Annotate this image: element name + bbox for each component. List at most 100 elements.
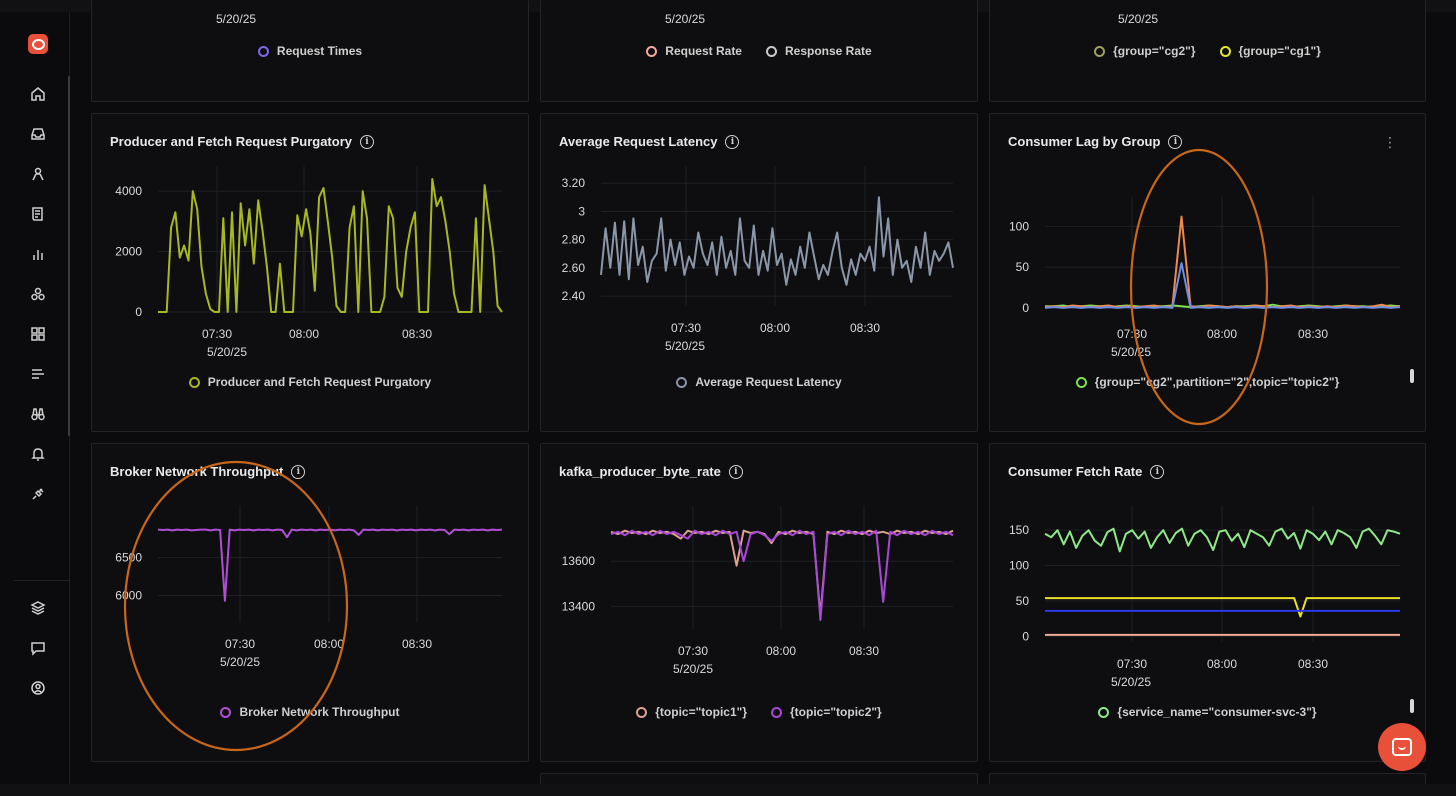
y-tick-label: 2.80 xyxy=(562,233,586,247)
legend-dot-icon xyxy=(220,706,232,718)
x-tick-label: 08:00 xyxy=(289,327,319,341)
legend-item[interactable]: {group="cg2",partition="2",topic="topic2… xyxy=(1075,375,1339,389)
info-icon[interactable]: i xyxy=(360,134,374,149)
legend-item[interactable]: Average Request Latency xyxy=(676,375,842,389)
message-icon[interactable] xyxy=(28,638,48,658)
panel-producer-byte-rate: kafka_producer_byte_rate i 13400 13600 07:3… xyxy=(540,443,978,762)
series-line-0[interactable] xyxy=(158,178,503,313)
legend: Producer and Fetch Request Purgatory xyxy=(92,375,528,389)
legend-dot-icon xyxy=(1219,45,1231,57)
legend-item[interactable]: {service_name="consumer-svc-3"} xyxy=(1098,705,1317,719)
legend-dot-icon xyxy=(1094,45,1106,57)
x-tick-label: 07:30 xyxy=(202,327,232,341)
legend-item[interactable]: {topic="topic1"} xyxy=(636,705,747,719)
series-line-0[interactable] xyxy=(600,196,954,286)
y-tick-label: 50 xyxy=(1016,594,1030,608)
series-line-0[interactable] xyxy=(1044,527,1401,553)
x-date-label: 5/20/25 xyxy=(673,662,713,676)
panel-broker-throughput: Broker Network Throughput i 6000 6500 07:30… xyxy=(91,443,529,762)
legend-dot-icon xyxy=(1098,706,1110,718)
legend-item[interactable]: {group="cg1"} xyxy=(1219,44,1321,58)
y-tick-label: 2.60 xyxy=(562,261,586,275)
chat-bubble-icon xyxy=(1392,738,1412,756)
legend-item[interactable]: {group="cg2"} xyxy=(1094,44,1196,58)
x-tick-label: 08:30 xyxy=(849,644,879,658)
panel-latency: Average Request Latency i 2.40 2.60 2.80 3 3.… xyxy=(540,113,978,432)
sidebar-scrollbar[interactable] xyxy=(68,76,70,436)
legend-item[interactable]: Request Rate xyxy=(646,44,742,58)
y-tick-label: 2000 xyxy=(115,245,142,259)
y-tick-label: 100 xyxy=(1009,559,1029,573)
series-line-1[interactable] xyxy=(1045,597,1400,618)
kebab-menu-icon[interactable]: ⋮ xyxy=(1383,134,1397,150)
legend: Request Times xyxy=(92,44,528,58)
bell-alert-icon[interactable] xyxy=(28,444,48,464)
legend: {group="cg2",partition="2",topic="topic2… xyxy=(990,375,1425,389)
logs-icon[interactable] xyxy=(28,204,48,224)
legend-item[interactable]: Producer and Fetch Request Purgatory xyxy=(188,375,431,389)
y-tick-label: 13600 xyxy=(562,554,596,568)
info-icon[interactable]: i xyxy=(1150,464,1165,479)
legend-dot-icon xyxy=(676,376,688,388)
y-tick-label: 3 xyxy=(578,204,585,218)
legend-dot-icon xyxy=(765,45,777,57)
chat-support-button[interactable] xyxy=(1378,723,1426,771)
y-tick-label: 6000 xyxy=(115,589,142,603)
dashboard-grid-icon[interactable] xyxy=(28,324,48,344)
legend-item[interactable]: Response Rate xyxy=(765,44,872,58)
y-tick-label: 6500 xyxy=(115,551,142,565)
y-tick-label: 2.40 xyxy=(562,289,586,303)
x-tick-label: 08:00 xyxy=(1207,327,1237,341)
date-label: 5/20/25 xyxy=(665,12,706,26)
layers-icon[interactable] xyxy=(28,598,48,618)
list-icon[interactable] xyxy=(28,364,48,384)
legend-item[interactable]: {topic="topic2"} xyxy=(771,705,882,719)
panel-request-response-rate: 5/20/25 Request Rate Response Rate xyxy=(540,0,978,102)
chart-consumer-fetch-rate: 0 50 100 150 07:30 08:00 08:30 5/20/25 xyxy=(1009,506,1401,689)
x-tick-label: 07:30 xyxy=(1117,657,1147,671)
home-icon[interactable] xyxy=(28,84,48,104)
legend-scrollbar[interactable] xyxy=(1410,369,1414,383)
x-date-label: 5/20/25 xyxy=(1111,345,1151,359)
x-tick-label: 08:30 xyxy=(1298,327,1328,341)
info-icon[interactable]: i xyxy=(728,464,743,479)
plug-icon[interactable] xyxy=(28,484,48,504)
series-line-0[interactable] xyxy=(610,529,954,617)
panel-group-top: 5/20/25 {group="cg2"} {group="cg1"} xyxy=(989,0,1426,102)
services-icon[interactable] xyxy=(28,284,48,304)
y-tick-label: 3.20 xyxy=(562,176,586,190)
panel-title: Consumer Fetch Rate i xyxy=(1008,464,1165,479)
y-tick-label: 0 xyxy=(1022,629,1029,643)
y-tick-label: 13400 xyxy=(562,599,596,613)
series-line-0[interactable] xyxy=(157,528,503,602)
legend-item[interactable]: Request Times xyxy=(257,44,362,58)
app-logo-icon[interactable] xyxy=(28,34,48,54)
legend-dot-icon xyxy=(771,706,782,718)
binoculars-icon[interactable] xyxy=(28,404,48,424)
users-icon[interactable] xyxy=(28,164,48,184)
bar-chart-icon[interactable] xyxy=(28,244,48,264)
info-icon[interactable]: i xyxy=(725,134,740,149)
legend: {service_name="consumer-svc-3"} xyxy=(990,705,1425,719)
y-tick-label: 0 xyxy=(135,305,142,319)
user-circle-icon[interactable] xyxy=(28,678,48,698)
series-line-1[interactable] xyxy=(610,529,954,621)
date-label: 5/20/25 xyxy=(216,12,257,26)
legend: {topic="topic1"} {topic="topic2"} xyxy=(541,705,977,719)
legend-scrollbar[interactable] xyxy=(1410,699,1414,713)
x-tick-label: 07:30 xyxy=(678,644,708,658)
chart-latency: 2.40 2.60 2.80 3 3.20 07:30 08:00 08:30 5/20/25 xyxy=(562,166,954,353)
chart-purgatory: 0 2000 4000 07:30 08:00 08:30 5/20/25 xyxy=(115,166,503,359)
chart-producer-byte-rate: 13400 13600 07:30 08:00 08:30 5/20/25 xyxy=(562,506,954,676)
legend-dot-icon xyxy=(636,706,648,718)
y-tick-label: 150 xyxy=(1009,523,1029,537)
panel-request-times: 5/20/25 Request Times xyxy=(91,0,529,102)
x-tick-label: 08:30 xyxy=(402,327,432,341)
legend-item[interactable]: Broker Network Throughput xyxy=(220,705,400,719)
info-icon[interactable]: i xyxy=(1168,134,1183,149)
inbox-icon[interactable] xyxy=(28,124,48,144)
legend: Average Request Latency xyxy=(541,375,977,389)
panel-title: Producer and Fetch Request Purgatory i xyxy=(110,134,374,149)
y-tick-label: 100 xyxy=(1009,219,1029,233)
